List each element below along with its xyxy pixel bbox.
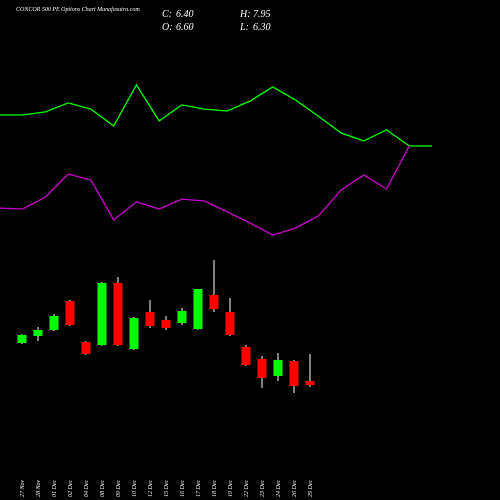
- candle-body: [209, 295, 219, 309]
- x-tick-label: 27 Nov: [20, 479, 26, 497]
- candle-body: [145, 312, 155, 326]
- x-tick-label: 17 Dec: [196, 480, 202, 497]
- low-label: L:: [239, 22, 249, 33]
- x-tick-label: 15 Dec: [164, 480, 170, 497]
- x-tick-label: 24 Dec: [275, 480, 282, 497]
- candle-body: [17, 335, 27, 343]
- x-tick-label: 23 Dec: [260, 480, 266, 497]
- x-tick-label: 10 Dec: [132, 480, 138, 497]
- candle-body: [81, 342, 91, 354]
- candle-body: [49, 316, 59, 330]
- chart-title: CONCOR 500 PE Options Chart Munafasutra.…: [16, 6, 140, 13]
- high-value: 7.95: [253, 9, 271, 20]
- x-tick-label: 16 Dec: [180, 480, 186, 497]
- x-tick-label: 19 Dec: [228, 480, 234, 497]
- x-tick-label: 12 Dec: [148, 480, 154, 497]
- candle-body: [193, 289, 203, 329]
- x-tick-label: 09 Dec: [116, 480, 122, 497]
- high-label: H:: [239, 9, 251, 20]
- x-tick-label: 08 Dec: [100, 480, 106, 497]
- open-value: 6.60: [176, 22, 194, 33]
- x-tick-label: 26 Dec: [292, 480, 298, 497]
- candle-body: [113, 283, 123, 345]
- candle-body: [241, 347, 251, 365]
- low-value: 6.30: [253, 22, 271, 33]
- candle-body: [273, 360, 283, 376]
- x-tick-label: 29 Dec: [308, 480, 314, 497]
- x-tick-label: 01 Dec: [52, 480, 58, 497]
- candle-body: [97, 283, 107, 345]
- line: [0, 145, 410, 236]
- line: [0, 83, 432, 147]
- candle-body: [65, 301, 75, 325]
- open-label: O:: [162, 22, 173, 33]
- x-tick-label: 02 Dec: [68, 480, 74, 497]
- candle-body: [305, 381, 315, 385]
- candle-body: [177, 311, 187, 323]
- x-tick-label: 28 Nov: [36, 479, 42, 497]
- close-value: 6.40: [176, 9, 194, 20]
- candle-body: [161, 320, 171, 328]
- x-tick-label: 22 Dec: [244, 480, 250, 497]
- x-tick-label: 04 Dec: [83, 480, 90, 497]
- close-label: C:: [162, 9, 172, 20]
- x-tick-label: 18 Dec: [212, 480, 218, 497]
- candle-body: [33, 330, 43, 336]
- candle-body: [225, 312, 235, 335]
- candle-body: [257, 359, 267, 378]
- candle-body: [289, 361, 299, 386]
- candle-body: [129, 318, 139, 349]
